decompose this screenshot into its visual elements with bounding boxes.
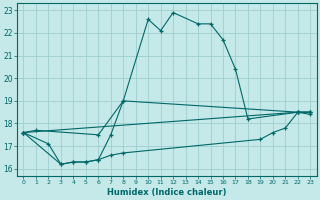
- X-axis label: Humidex (Indice chaleur): Humidex (Indice chaleur): [107, 188, 227, 197]
